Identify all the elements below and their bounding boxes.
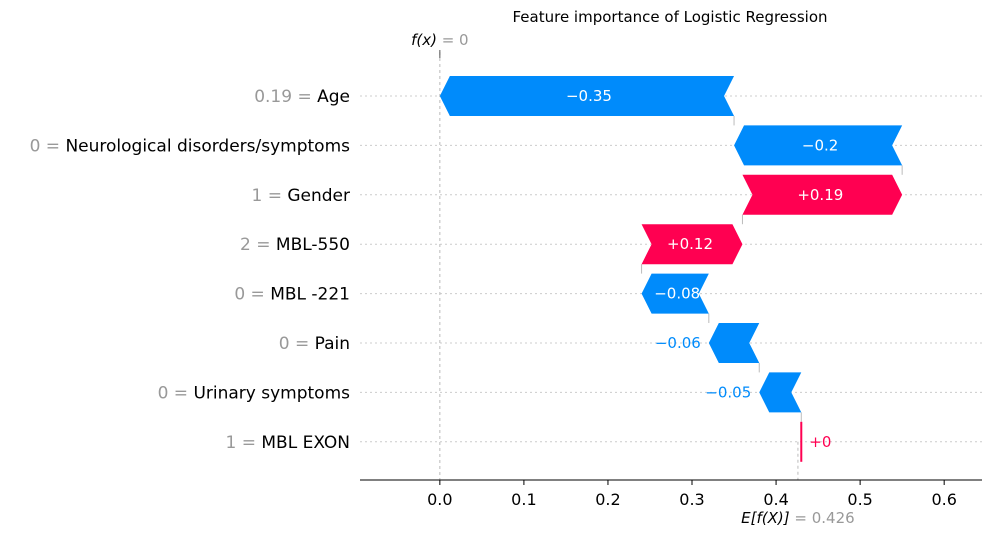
bar bbox=[759, 372, 802, 413]
bar-value-label: −0.35 bbox=[566, 87, 612, 105]
x-tick-label: 0.3 bbox=[679, 490, 704, 509]
bar bbox=[439, 76, 735, 116]
feature-label: 1 = Gender bbox=[251, 186, 350, 206]
feature-label: 0 = Neurological disorders/symptoms bbox=[30, 136, 351, 156]
x-tick-label: 0.4 bbox=[763, 490, 788, 509]
x-tick-label: 0.5 bbox=[847, 490, 872, 509]
chart-title: Feature importance of Logistic Regressio… bbox=[512, 8, 827, 26]
bar bbox=[742, 174, 903, 215]
x-axis: 0.0 0.1 0.2 0.3 0.4 0.5 0.6 bbox=[360, 479, 982, 509]
feature-label: 1 = MBL EXON bbox=[226, 433, 350, 453]
feature-label: 0.19 = Age bbox=[254, 87, 350, 107]
bar-labels: −0.35 −0.2 +0.19 +0.12 −0.08 −0.06 −0.05 +0 bbox=[566, 87, 843, 451]
feature-label: 0 = Urinary symptoms bbox=[158, 383, 351, 403]
x-tick-label: 0.1 bbox=[511, 490, 536, 509]
bars bbox=[439, 76, 903, 462]
bar bbox=[641, 224, 743, 265]
bar-value-label: −0.06 bbox=[655, 334, 701, 352]
feature-label: 2 = MBL-550 bbox=[240, 235, 350, 255]
bar-value-label: −0.2 bbox=[802, 136, 838, 154]
bar bbox=[734, 125, 903, 166]
reference-lines bbox=[439, 50, 903, 480]
bar-value-label: −0.05 bbox=[705, 383, 751, 401]
bar bbox=[641, 273, 709, 314]
bar-value-label: +0 bbox=[809, 433, 831, 451]
x-tick-label: 0.0 bbox=[427, 490, 452, 509]
feature-labels: 0.19 = Age 0 = Neurological disorders/sym… bbox=[30, 87, 351, 453]
x-tick-label: 0.2 bbox=[595, 490, 620, 509]
bar-value-label: +0.19 bbox=[797, 186, 843, 204]
x-tick-label: 0.6 bbox=[931, 490, 956, 509]
feature-label: 0 = Pain bbox=[279, 334, 350, 354]
bar-value-label: −0.08 bbox=[654, 285, 700, 303]
axis-notes: f(x) = 0 E[f(X)] = 0.426 bbox=[411, 31, 855, 527]
ex-note: E[f(X)] = 0.426 bbox=[741, 509, 855, 527]
bar bbox=[708, 323, 760, 363]
feature-label: 0 = MBL -221 bbox=[234, 285, 350, 305]
fx-note: f(x) = 0 bbox=[411, 31, 469, 49]
bar-value-label: +0.12 bbox=[667, 235, 713, 253]
